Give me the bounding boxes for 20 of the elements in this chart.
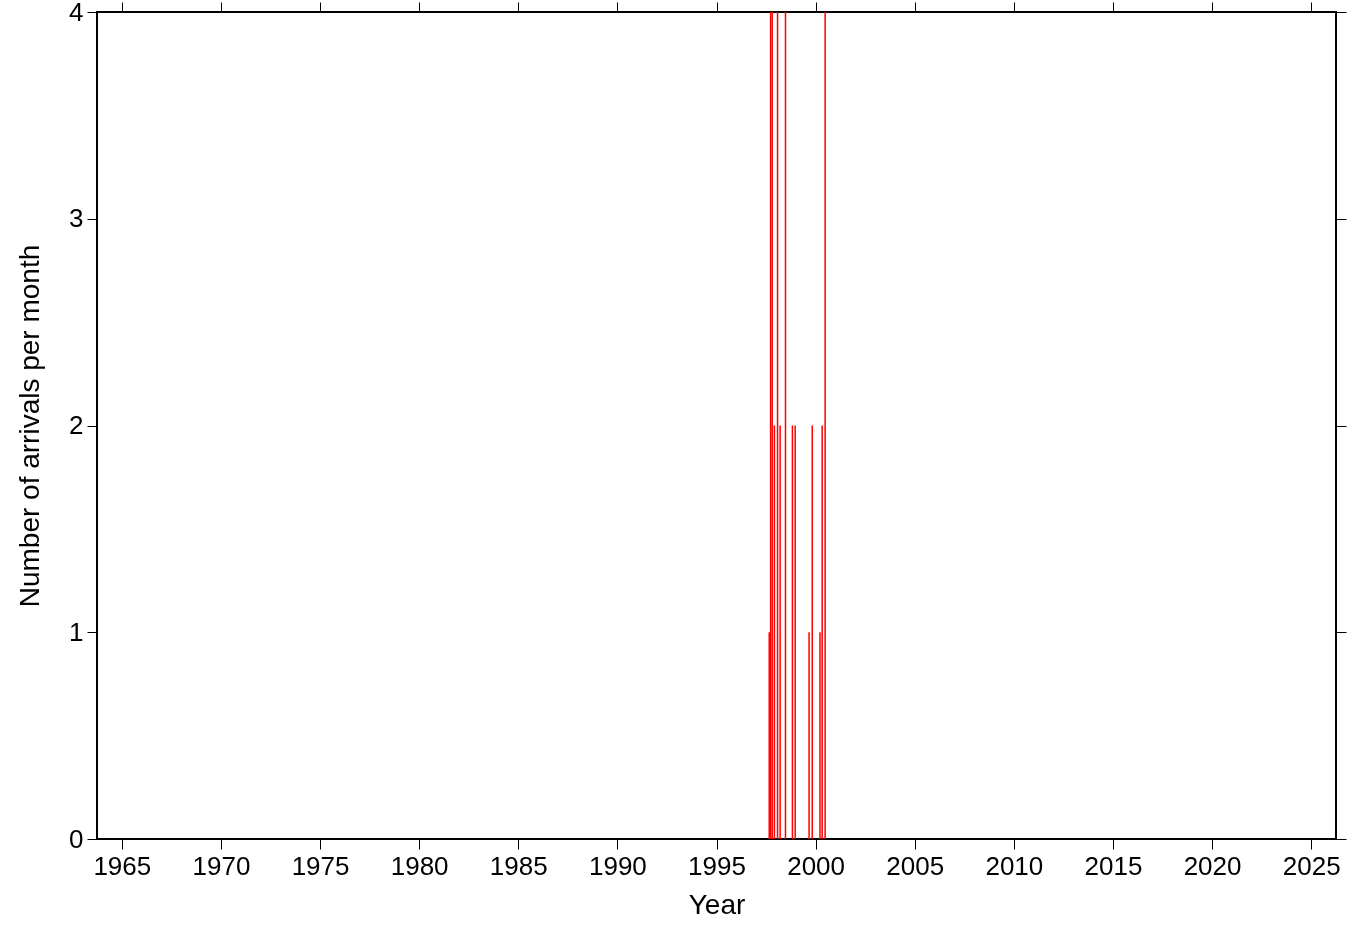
x-tick-label: 1975 (291, 850, 350, 881)
x-tick-label: 1965 (93, 850, 152, 881)
x-tick-label: 2005 (886, 850, 945, 881)
x-tick-label: 1995 (688, 850, 746, 881)
x-tick-label: 1980 (390, 850, 449, 881)
x-axis-title: Year (688, 888, 746, 920)
x-tick-label: 2025 (1282, 850, 1341, 881)
y-tick-label: 2 (69, 410, 84, 440)
x-tick-label: 1990 (588, 850, 647, 881)
y-tick-label: 1 (69, 616, 84, 647)
x-tick-label: 1985 (489, 850, 548, 881)
y-tick-label: 3 (69, 203, 84, 234)
x-tick-label: 2010 (985, 850, 1044, 881)
y-tick-label: 0 (69, 823, 84, 854)
y-axis-title: Number of arrivals per month (14, 244, 46, 608)
x-tick-label: 1970 (192, 850, 251, 881)
x-tick-label: 2015 (1084, 850, 1143, 881)
y-tick-label: 4 (69, 0, 84, 27)
x-tick-label: 2020 (1183, 850, 1242, 881)
x-tick-label: 2000 (787, 850, 846, 881)
